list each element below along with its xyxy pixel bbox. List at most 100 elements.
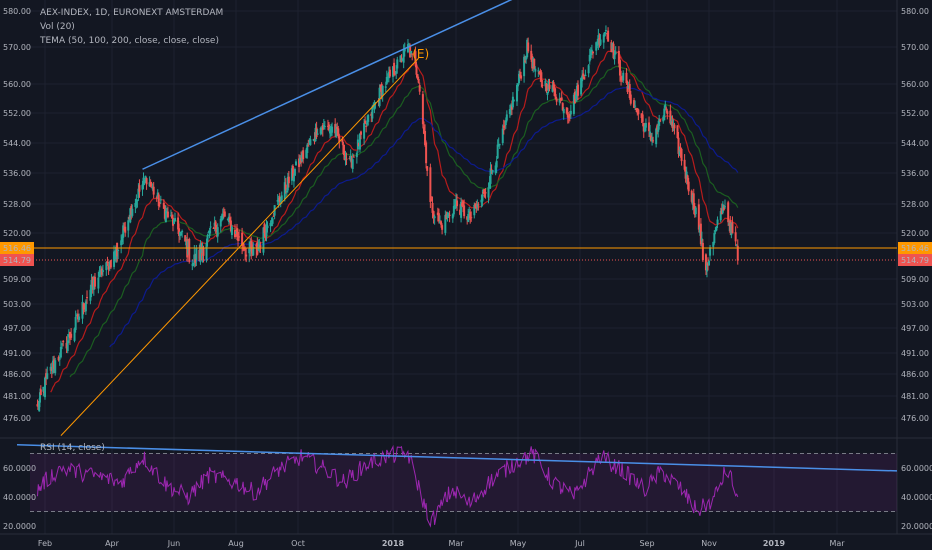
candle-body [555, 98, 558, 102]
candle-body [729, 220, 732, 233]
rsi-legend[interactable]: RSI (14, close) [40, 443, 105, 453]
rsi-line [37, 444, 739, 528]
candle-body [539, 70, 542, 76]
candle-body [349, 155, 352, 161]
candle-body [455, 199, 457, 208]
candle-body [222, 211, 225, 213]
candle-body [451, 214, 454, 219]
candle-body [463, 205, 466, 217]
price-tick-right: 536.00 [901, 169, 929, 178]
candle-body [44, 377, 46, 398]
candle-body [436, 212, 439, 216]
candle-body [129, 208, 132, 223]
candle-body [264, 232, 267, 237]
candle-body [657, 125, 660, 132]
candle-body [687, 181, 690, 192]
candle-body [330, 128, 333, 131]
candle-body [75, 314, 78, 316]
price-tag-left: 516.46 [3, 244, 31, 253]
candle-body [344, 156, 347, 160]
candle-body [259, 245, 262, 248]
candle-body [613, 55, 616, 60]
candle-body [323, 126, 326, 128]
candle-body [515, 84, 518, 102]
candle-body [280, 195, 283, 201]
candle-body [336, 126, 339, 130]
candle-body [269, 222, 272, 226]
candle-body [665, 108, 668, 110]
candle-body [365, 125, 368, 127]
candle-body [693, 206, 696, 215]
candle-body [706, 263, 709, 266]
candle-body [127, 220, 130, 231]
candle-body [381, 85, 384, 96]
resistance-trendline [142, 0, 513, 170]
time-tick: Oct [291, 539, 305, 548]
candle-body [488, 182, 491, 189]
legend-volume[interactable]: Vol (20) [40, 22, 75, 32]
candle-body [67, 334, 70, 337]
candle-body [286, 176, 289, 191]
candle-body [62, 340, 65, 343]
candle-body [299, 158, 302, 164]
price-tick-left: 509.00 [3, 275, 31, 284]
candle-body [708, 260, 710, 266]
legend-tema[interactable]: TEMA (50, 100, 200, close, close, close) [40, 36, 219, 46]
price-tick-right: 528.00 [901, 200, 929, 209]
candle-body [301, 153, 304, 161]
candle-body [283, 182, 286, 200]
candle-body [198, 249, 201, 259]
candles [36, 25, 739, 412]
candle-body [159, 199, 162, 201]
candle-body [487, 187, 490, 198]
candle-body [177, 217, 180, 230]
rsi-tick-left: 40.0000 [3, 493, 36, 502]
candle-body [406, 44, 409, 53]
candle-body [74, 316, 77, 330]
candle-body [114, 257, 117, 259]
candle-body [590, 49, 593, 54]
candle-body [180, 231, 183, 236]
candle-body [524, 60, 527, 62]
candle-body [679, 149, 682, 152]
price-tick-left: 560.00 [3, 80, 31, 89]
candle-body [366, 120, 369, 125]
candle-body [635, 108, 638, 110]
candle-body [250, 240, 253, 248]
candle-body [445, 214, 448, 219]
price-tick-left: 503.00 [3, 300, 31, 309]
candle-body [108, 262, 111, 267]
candle-body [581, 75, 584, 82]
candle-body [142, 177, 145, 183]
candle-body [701, 242, 704, 261]
price-tick-right: 580.00 [901, 7, 929, 16]
price-tick-right: 520.00 [901, 229, 929, 238]
candle-body [683, 159, 686, 170]
candle-body [567, 115, 570, 118]
legend-symbol[interactable]: AEX-INDEX, 1D, EURONEXT AMSTERDAM [40, 8, 224, 18]
time-tick: Mar [829, 539, 845, 548]
candle-body [437, 213, 440, 222]
candle-body [735, 245, 738, 247]
candle-body [475, 206, 478, 209]
candle-body [652, 140, 655, 142]
candle-body [495, 160, 498, 168]
candle-body [490, 169, 493, 171]
candle-body [713, 233, 716, 244]
candle-body [591, 51, 594, 54]
candle-body [530, 50, 533, 60]
candle-body [229, 220, 232, 232]
candle-body [672, 125, 675, 127]
rsi-tick-left: 60.0000 [3, 464, 36, 473]
candle-body [538, 71, 541, 75]
candle-body [150, 186, 153, 188]
candle-body [401, 58, 404, 62]
candle-body [705, 265, 708, 272]
candle-body [207, 231, 210, 233]
candle-body [714, 230, 717, 232]
candle-body [117, 250, 120, 252]
candle-body [421, 94, 424, 125]
candle-body [456, 200, 459, 207]
candle-body [482, 192, 485, 194]
